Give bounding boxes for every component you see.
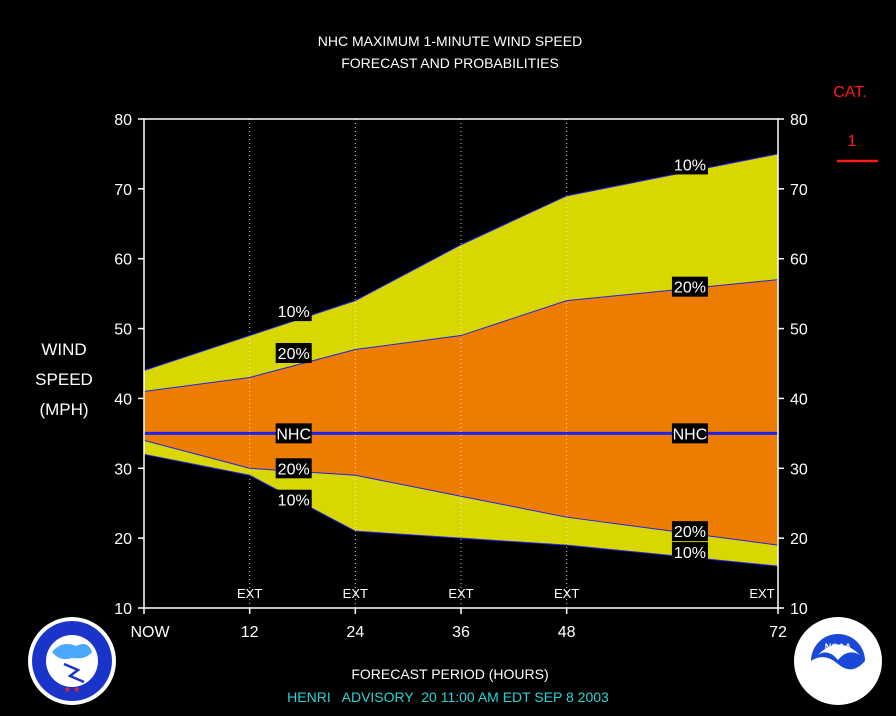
band-label-9: 10% (671, 542, 708, 563)
band-label-text-7: NHC (673, 426, 708, 443)
ytick-label-left-2: 30 (114, 461, 132, 478)
noaa-logo-text: NOAA (825, 642, 852, 652)
band-label-text-3: 20% (278, 461, 310, 478)
band-label-7: NHC (671, 423, 708, 444)
ytick-label-left-1: 20 (114, 531, 132, 548)
ytick-label-right-7: 80 (790, 112, 808, 129)
band-label-text-0: 10% (278, 304, 310, 321)
band-label-2: NHC (275, 423, 312, 444)
xtick-label-5: 72 (769, 624, 787, 641)
xtick-label-0: NOW (130, 624, 170, 641)
advisory-footer: HENRI ADVISORY 20 11:00 AM EDT SEP 8 200… (287, 689, 609, 705)
ext-label-4: EXT (749, 586, 774, 601)
band-label-text-8: 20% (674, 524, 706, 541)
xtick-label-3: 36 (452, 624, 470, 641)
chart-title: NHC MAXIMUM 1-MINUTE WIND SPEED (318, 33, 582, 49)
ytick-label-right-0: 10 (790, 601, 808, 618)
band-label-text-2: NHC (276, 426, 311, 443)
band-label-text-1: 20% (278, 346, 310, 363)
xtick-label-1: 12 (241, 624, 259, 641)
band-label-8: 20% (671, 521, 708, 542)
ext-label-3: EXT (554, 586, 579, 601)
ytick-label-left-4: 50 (114, 322, 132, 339)
ytick-label-left-6: 70 (114, 182, 132, 199)
band-label-box-9 (671, 542, 708, 563)
ylabel-line-3: (MPH) (39, 400, 88, 419)
series-line-3 (143, 439, 779, 546)
xtick-label-2: 24 (346, 624, 364, 641)
band-label-box-5 (671, 154, 708, 175)
band-label-box-8 (671, 521, 708, 542)
band-label-3: 20% (275, 458, 312, 479)
ytick-label-left-0: 10 (114, 601, 132, 618)
band-label-box-7 (671, 423, 708, 444)
ytick-label-left-5: 60 (114, 252, 132, 269)
band-label-6: 20% (671, 276, 708, 297)
ytick-label-left-7: 80 (114, 112, 132, 129)
category-value: 1 (848, 133, 857, 150)
chart-subtitle: FORECAST AND PROBABILITIES (341, 55, 559, 71)
ylabel-line-1: WIND (41, 340, 86, 359)
ext-label-1: EXT (343, 586, 368, 601)
band-label-text-5: 10% (674, 157, 706, 174)
band-label-4: 10% (275, 489, 312, 510)
ytick-label-right-3: 40 (790, 391, 808, 408)
band-label-5: 10% (671, 154, 708, 175)
series-lines (143, 153, 779, 567)
band-label-box-3 (275, 458, 312, 479)
band-label-1: 20% (275, 343, 312, 364)
series-line-0 (143, 153, 779, 371)
xtick-label-4: 48 (558, 624, 576, 641)
band-label-0: 10% (275, 301, 312, 322)
band-labels: 10% 20% NHC 20% 10% 10% 20% NHC 20% 10% (275, 154, 708, 563)
band-label-text-9: 10% (674, 545, 706, 562)
ext-label-2: EXT (448, 586, 473, 601)
axis-ticks: 10 10 20 20 30 30 40 40 50 50 60 60 70 70 80 80 NOW 12 24 3… (114, 112, 808, 641)
nws-logo: ★ ★ (28, 617, 116, 705)
ext-guide-lines (249, 119, 568, 608)
band-label-text-6: 20% (674, 280, 706, 297)
series-line-4 (143, 453, 779, 567)
ylabel-line-2: SPEED (35, 370, 93, 389)
ytick-label-right-4: 50 (790, 322, 808, 339)
band-label-box-6 (671, 276, 708, 297)
category-label: CAT. (833, 84, 866, 101)
ytick-label-right-5: 60 (790, 252, 808, 269)
noaa-logo: NOAA (794, 617, 882, 705)
ytick-label-right-6: 70 (790, 182, 808, 199)
band-label-text-4: 10% (278, 493, 310, 510)
ytick-label-right-1: 20 (790, 531, 808, 548)
svg-text:★ ★: ★ ★ (64, 685, 81, 694)
ext-label-0: EXT (237, 586, 262, 601)
ytick-label-left-3: 40 (114, 391, 132, 408)
ytick-label-right-2: 30 (790, 461, 808, 478)
band-label-box-0 (275, 301, 312, 322)
band-label-box-4 (275, 489, 312, 510)
band-label-box-2 (275, 423, 312, 444)
band-label-box-1 (275, 343, 312, 364)
series-line-1 (143, 279, 779, 392)
xlabel: FORECAST PERIOD (HOURS) (351, 666, 548, 682)
inner-band-area (144, 279, 778, 546)
